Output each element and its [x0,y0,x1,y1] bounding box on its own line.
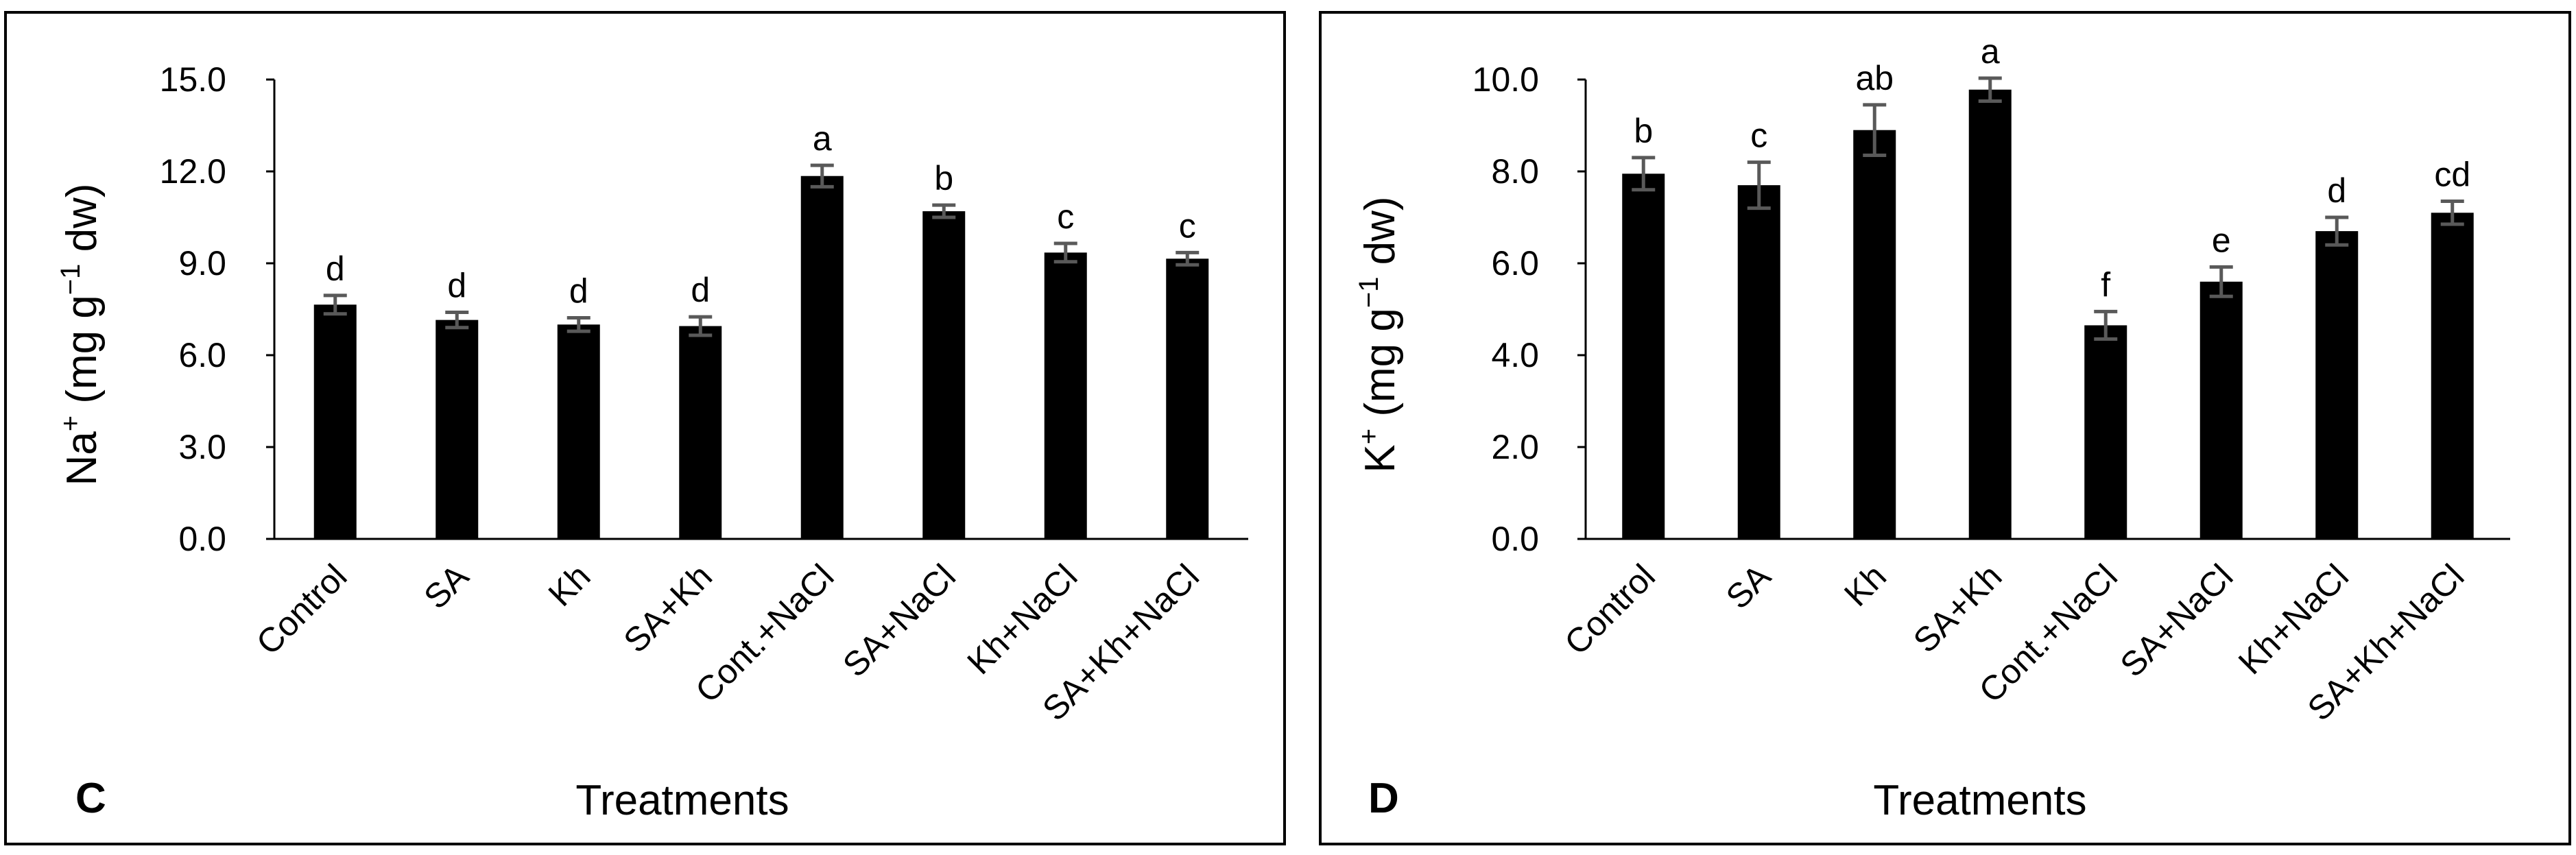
panel-c-y-tick-label: 3.0 [178,428,226,466]
panel-d-category-label: Kh+NaCl [2231,557,2356,682]
panel-d-significance-letter: f [2101,265,2110,304]
panel-c-xlabel: Treatments [575,777,789,824]
panel-d-y-tick-label: 4.0 [1491,336,1539,374]
panel-c-significance-letter: a [813,119,832,158]
panel-d-label: D [1368,775,1399,822]
panel-d-xlabel: Treatments [1873,777,2086,824]
panel-c-y-tick-label: 15.0 [160,60,226,99]
panel-d-significance-letter: a [1981,32,2000,71]
panel-c-bar [1166,258,1209,539]
panel-c-significance-letter: d [326,250,345,288]
panel-c-significance-letter: d [447,266,466,304]
panel-c-y-tick-label: 0.0 [178,520,226,558]
panel-d-y-tick-label: 10.0 [1472,60,1539,99]
panel-c-category-label: SA+Kh [616,557,719,660]
panel-d-significance-letter: e [2212,221,2231,259]
panel-c-category-label: Kh [541,557,598,614]
panel-c-bar [679,326,722,539]
panel-d-significance-letter: d [2327,171,2346,210]
panel-c-bar [557,324,600,539]
panel-c-bar [1044,252,1087,539]
panel-d-bar [2084,325,2127,539]
panel-d-bar [1737,185,1780,540]
panel-d-significance-letter: c [1750,117,1767,155]
panel-c-y-tick-label: 9.0 [178,244,226,282]
panel-d-category-label: SA+NaCl [2113,557,2241,684]
panel-d-bar [2431,213,2474,539]
panel-c-bar [922,211,966,539]
panel-c-significance-letter: b [934,159,953,197]
chart-panel-c: 0.0 3.0 6.0 9.0 12.0 15.0 d Control d SA d Kh d SA+Kh… [4,11,1286,845]
panel-d-category-label: Kh [1837,557,1894,614]
panel-d-y-tick-label: 0.0 [1491,520,1539,558]
chart-panel-d: 0.0 2.0 4.0 6.0 8.0 10.0 b Control c SA ab Kh a SA+Kh… [1319,11,2571,845]
panel-c-significance-letter: d [691,271,710,309]
panel-c-category-label: Control [249,557,355,662]
panel-d-y-tick-label: 6.0 [1491,244,1539,282]
panel-d-bar [1853,130,1896,539]
panel-c-bar [800,176,844,539]
panel-c-bar [436,320,479,539]
panel-d-y-tick-label: 8.0 [1491,152,1539,191]
panel-c-frame [4,11,1286,845]
panel-c-significance-letter: c [1179,206,1196,245]
panel-c-y-tick-label: 12.0 [160,152,226,191]
panel-d-y-tick-label: 2.0 [1491,428,1539,466]
panel-d-frame [1319,11,2571,845]
panel-c-label: C [75,775,106,822]
panel-c-category-label: SA+NaCl [835,557,963,684]
panel-c-y-tick-label: 6.0 [178,336,226,374]
panel-d-category-label: SA+Kh [1906,557,2009,660]
panel-d-bar [2315,231,2359,539]
panel-c-ylabel: Na+ (mg g−1 dw) [56,183,106,485]
panel-d-significance-letter: cd [2434,156,2470,194]
panel-c-bar [313,304,357,539]
panel-c-category-label: SA [416,557,476,616]
panel-d-significance-letter: ab [1855,59,1894,97]
panel-c-significance-letter: d [569,272,588,311]
panel-d-significance-letter: b [1634,112,1653,150]
panel-d-ylabel: K+ (mg g−1 dw) [1354,196,1404,472]
panel-c-significance-letter: c [1057,197,1074,236]
panel-d-bar [2199,281,2243,539]
panel-d-bar [1968,89,2012,540]
panel-d-category-label: SA [1719,557,1778,616]
panel-d-plot-area: 0.0 2.0 4.0 6.0 8.0 10.0 b Control c SA ab Kh a SA+Kh… [1472,32,2510,728]
panel-d-category-label: Control [1557,557,1662,662]
panel-c-category-label: Kh+NaCl [959,557,1084,682]
panel-d-bar [1622,173,1665,540]
panel-c-plot-area: 0.0 3.0 6.0 9.0 12.0 15.0 d Control d SA d Kh d SA+Kh… [160,60,1248,728]
